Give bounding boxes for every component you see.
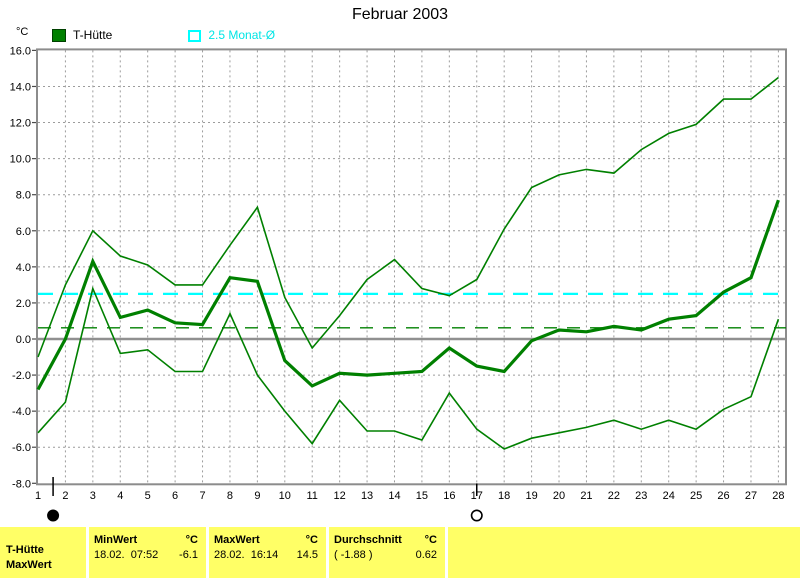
svg-text:15: 15	[416, 490, 428, 502]
svg-text:22: 22	[608, 490, 620, 502]
svg-text:14: 14	[388, 490, 400, 502]
chart-legend: T-Hütte 2.5 Monat-Ø	[52, 29, 275, 42]
svg-text:1: 1	[35, 490, 41, 502]
svg-text:9: 9	[254, 490, 260, 502]
maxwert-datetime: 28.02. 16:14	[214, 549, 279, 561]
svg-text:3: 3	[90, 490, 96, 502]
svg-text:16.0: 16.0	[10, 45, 31, 57]
minwert-value: -6.1	[179, 549, 198, 561]
t-huette-legend-swatch-icon	[52, 29, 66, 42]
status-pane-durchschnitt: Durchschnitt °C ( -1.88 ) 0.62	[329, 527, 445, 578]
t-huette-legend-label: T-Hütte	[73, 28, 113, 42]
status-station-name: T-Hütte	[6, 544, 44, 556]
svg-text:14.0: 14.0	[10, 81, 31, 93]
svg-text:2: 2	[62, 490, 68, 502]
chart-title: Februar 2003	[351, 6, 449, 23]
monats-mittel-legend-label: 2.5 Monat-Ø	[208, 28, 276, 42]
svg-text:12: 12	[334, 490, 346, 502]
svg-text:24: 24	[663, 490, 675, 502]
maxwert-unit: °C	[305, 534, 318, 546]
svg-text:23: 23	[635, 490, 647, 502]
durchschnitt-unit: °C	[424, 534, 437, 546]
status-pane-minwert: MinWert °C 18.02. 07:52 -6.1	[89, 527, 206, 578]
svg-text:28: 28	[772, 490, 784, 502]
status-bar: T-Hütte MaxWert MinWert °C 18.02. 07:52 …	[0, 527, 800, 578]
minwert-datetime: 18.02. 07:52	[94, 549, 159, 561]
svg-text:4: 4	[117, 490, 123, 502]
svg-text:18: 18	[498, 490, 510, 502]
svg-text:12.0: 12.0	[10, 118, 31, 130]
svg-text:20: 20	[553, 490, 565, 502]
svg-text:16: 16	[443, 490, 455, 502]
durchschnitt-value: 0.62	[415, 549, 437, 561]
svg-text:11: 11	[307, 490, 318, 502]
svg-text:27: 27	[745, 490, 757, 502]
durchschnitt-label: Durchschnitt	[334, 534, 402, 546]
status-pane-maxwert: MaxWert °C 28.02. 16:14 14.5	[209, 527, 326, 578]
svg-text:2.0: 2.0	[16, 298, 31, 310]
monats-mittel-legend-swatch-icon	[188, 29, 202, 42]
minwert-unit: °C	[185, 534, 198, 546]
durchschnitt-paren-value: ( -1.88 )	[334, 549, 373, 561]
svg-text:6.0: 6.0	[16, 226, 31, 238]
svg-text:-8.0: -8.0	[12, 478, 31, 490]
status-pane-station: T-Hütte MaxWert	[0, 527, 86, 578]
svg-text:13: 13	[361, 490, 373, 502]
svg-text:-2.0: -2.0	[12, 370, 31, 382]
maxwert-value: 14.5	[296, 549, 318, 561]
y-axis-unit-label: °C	[16, 26, 29, 38]
svg-text:8: 8	[227, 490, 233, 502]
status-pane-empty	[448, 527, 800, 578]
svg-text:5: 5	[145, 490, 151, 502]
svg-text:19: 19	[525, 490, 537, 502]
maxwert-label: MaxWert	[214, 534, 260, 546]
svg-text:26: 26	[717, 490, 729, 502]
svg-text:10.0: 10.0	[10, 154, 31, 166]
minwert-label: MinWert	[94, 534, 138, 546]
svg-text:0.0: 0.0	[16, 334, 31, 346]
svg-text:4.0: 4.0	[16, 262, 31, 274]
svg-text:-4.0: -4.0	[12, 406, 31, 418]
svg-text:-6.0: -6.0	[12, 442, 31, 454]
svg-text:10: 10	[279, 490, 291, 502]
svg-text:8.0: 8.0	[16, 190, 31, 202]
svg-text:21: 21	[580, 490, 592, 502]
svg-text:6: 6	[172, 490, 178, 502]
svg-text:7: 7	[199, 490, 205, 502]
svg-text:25: 25	[690, 490, 702, 502]
status-station-row-label: MaxWert	[6, 559, 52, 571]
temperature-chart: 16.0 14.0 12.0 10.0 8.0 6.0 4.0 2.0 0.0 -2.0 -4.0 -…	[10, 45, 787, 522]
